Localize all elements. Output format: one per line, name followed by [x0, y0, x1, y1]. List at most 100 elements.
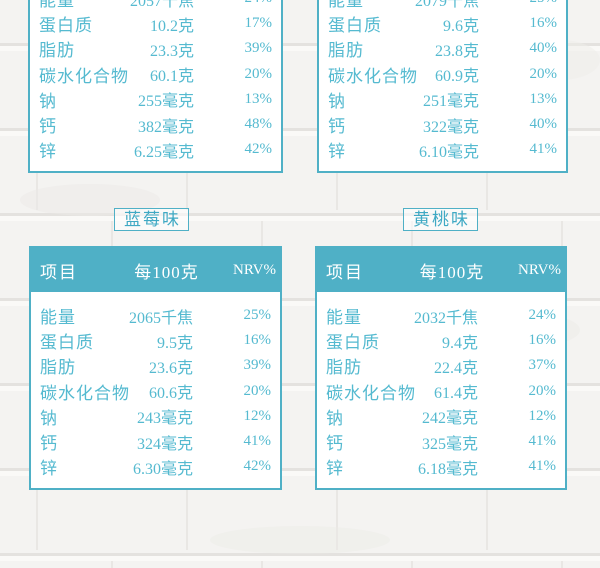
nutrient-name: 锌	[39, 142, 57, 162]
nutrition-table-top-right: 能量 2079千焦 25% 蛋白质 9.6克 16% 脂肪 23.8克 40% …	[317, 0, 568, 173]
nutrient-value: 251毫克	[422, 93, 479, 111]
nutrient-name: 碳水化合物	[328, 66, 418, 86]
table-row: 锌 6.30毫克 42%	[31, 454, 280, 479]
nutrient-name: 能量	[40, 308, 76, 328]
nutrient-name: 能量	[326, 308, 362, 328]
table-row: 蛋白质 9.4克 16%	[317, 328, 565, 353]
table-row: 蛋白质 10.2克 17%	[30, 11, 281, 36]
table-row: 蛋白质 9.6克 16%	[319, 11, 566, 36]
header-per100g: 每100克	[419, 262, 485, 282]
nutrient-nrv: 25%	[479, 0, 566, 7]
nutrient-nrv: 16%	[243, 332, 272, 349]
nutrient-name: 蛋白质	[328, 16, 382, 36]
nutrient-value: 6.10毫克	[418, 143, 479, 161]
nutrient-value: 23.3克	[149, 42, 194, 60]
nutrient-name: 锌	[40, 459, 58, 479]
table-row: 钠 255毫克 13%	[30, 87, 281, 112]
table-row: 锌 6.18毫克 41%	[317, 454, 565, 479]
nutrient-nrv: 41%	[528, 433, 557, 450]
nutrient-name: 脂肪	[39, 41, 75, 61]
table-row: 碳水化合物 61.4克 20%	[317, 379, 565, 404]
table-body: 能量 2057千焦 24% 蛋白质 10.2克 17% 脂肪 23.3克 39%…	[30, 0, 281, 162]
nutrient-name: 锌	[326, 459, 344, 479]
nutrient-name: 钙	[326, 434, 344, 454]
table-row: 蛋白质 9.5克 16%	[31, 328, 280, 353]
nutrient-name: 钠	[39, 91, 57, 111]
table-row: 碳水化合物 60.6克 20%	[31, 379, 280, 404]
table-row: 能量 2079千焦 25%	[319, 0, 566, 11]
nutrient-value: 9.6克	[442, 17, 479, 35]
nutrient-nrv: 42%	[243, 458, 272, 475]
nutrient-value: 23.6克	[148, 359, 193, 377]
nutrient-name: 脂肪	[40, 358, 76, 378]
nutrient-value: 325毫克	[421, 435, 478, 453]
nutrient-value: 2057千焦	[129, 0, 194, 10]
table-row: 钙 325毫克 41%	[317, 429, 565, 454]
nutrient-nrv: 16%	[529, 15, 558, 32]
nutrient-name: 脂肪	[328, 41, 364, 61]
nutrient-nrv: 20%	[244, 65, 273, 82]
nutrient-value: 60.6克	[148, 385, 193, 403]
nutrient-value: 322毫克	[422, 118, 479, 136]
table-row: 碳水化合物 60.9克 20%	[319, 62, 566, 87]
table-row: 钙 322毫克 40%	[319, 112, 566, 137]
nutrient-value: 2065千焦	[128, 309, 193, 327]
flavor-title-blueberry: 蓝莓味	[114, 208, 189, 231]
header-per100g: 每100克	[134, 262, 199, 282]
nutrient-name: 碳水化合物	[39, 66, 129, 86]
nutrient-nrv: 40%	[529, 116, 558, 133]
nutrient-nrv: 12%	[243, 407, 272, 424]
nutrition-table-top-left: 能量 2057千焦 24% 蛋白质 10.2克 17% 脂肪 23.3克 39%…	[28, 0, 283, 173]
table-row: 锌 6.25毫克 42%	[30, 137, 281, 162]
nutrient-value: 2079千焦	[414, 0, 479, 10]
nutrient-name: 碳水化合物	[326, 383, 416, 403]
header-item: 项目	[40, 262, 78, 282]
nutrient-value: 2032千焦	[413, 309, 478, 327]
nutrient-nrv: 25%	[243, 307, 272, 324]
nutrient-nrv: 39%	[243, 357, 272, 374]
table-row: 钠 242毫克 12%	[317, 404, 565, 429]
nutrient-value: 6.18毫克	[417, 460, 478, 478]
nutrient-nrv: 13%	[244, 90, 273, 107]
table-header: 项目 每100克 NRV%	[31, 248, 280, 292]
nutrient-value: 23.8克	[434, 42, 479, 60]
nutrient-nrv: 39%	[244, 40, 273, 57]
table-header: 项目 每100克 NRV%	[317, 248, 565, 292]
nutrient-value: 22.4克	[433, 359, 478, 377]
nutrient-nrv: 48%	[244, 116, 273, 133]
table-row: 钠 251毫克 13%	[319, 87, 566, 112]
nutrient-value: 242毫克	[421, 410, 478, 428]
nutrient-value: 60.1克	[149, 68, 194, 86]
nutrient-nrv: 12%	[528, 407, 557, 424]
nutrient-nrv: 20%	[243, 382, 272, 399]
nutrient-name: 蛋白质	[39, 16, 93, 36]
table-row: 脂肪 23.3克 39%	[30, 36, 281, 61]
table-row: 钙 382毫克 48%	[30, 112, 281, 137]
nutrient-nrv: 40%	[529, 40, 558, 57]
table-row: 钠 243毫克 12%	[31, 404, 280, 429]
nutrient-value: 243毫克	[136, 410, 193, 428]
nutrient-name: 钠	[328, 91, 346, 111]
table-row: 能量 2065千焦 25%	[31, 303, 280, 328]
nutrient-value: 255毫克	[137, 93, 194, 111]
table-row: 钙 324毫克 41%	[31, 429, 280, 454]
nutrient-name: 钠	[326, 408, 344, 428]
table-row: 脂肪 23.6克 39%	[31, 353, 280, 378]
nutrient-nrv: 42%	[244, 141, 273, 158]
nutrient-name: 蛋白质	[40, 333, 94, 353]
table-row: 锌 6.10毫克 41%	[319, 137, 566, 162]
flavor-title-peach: 黄桃味	[403, 208, 478, 231]
table-body: 能量 2079千焦 25% 蛋白质 9.6克 16% 脂肪 23.8克 40% …	[319, 0, 566, 162]
nutrient-nrv: 20%	[529, 65, 558, 82]
nutrient-nrv: 41%	[243, 433, 272, 450]
table-row: 脂肪 22.4克 37%	[317, 353, 565, 378]
nutrient-nrv: 37%	[528, 357, 557, 374]
nutrient-nrv: 41%	[529, 141, 558, 158]
nutrient-value: 10.2克	[149, 17, 194, 35]
table-row: 脂肪 23.8克 40%	[319, 36, 566, 61]
nutrient-nrv: 13%	[529, 90, 558, 107]
nutrient-value: 6.30毫克	[132, 460, 193, 478]
table-row: 碳水化合物 60.1克 20%	[30, 62, 281, 87]
nutrient-nrv: 16%	[528, 332, 557, 349]
